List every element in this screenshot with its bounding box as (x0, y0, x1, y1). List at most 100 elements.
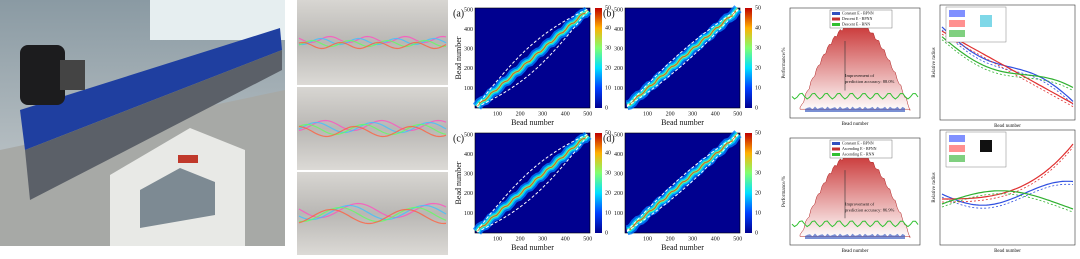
y-axis-label: Bead number (454, 36, 463, 79)
radius-curve (941, 36, 1074, 89)
x-tick-label: 400 (711, 236, 720, 242)
x-tick-label: 300 (688, 236, 697, 242)
inset-bar (949, 30, 965, 37)
bound-curve (626, 9, 739, 108)
x-axis-label: Bead number (994, 249, 1021, 254)
bound-curve (626, 8, 739, 107)
colorbar-tick-label: 30 (755, 45, 761, 51)
x-axis-label: Bead number (661, 243, 704, 252)
colorbar-tick-label: 10 (755, 85, 761, 91)
y-tick-label: 500 (614, 132, 623, 138)
blurred-photo (297, 172, 448, 255)
x-tick-label: 200 (516, 111, 525, 117)
legend-box (829, 139, 893, 159)
legend-label: Descent E - RNN (842, 21, 870, 26)
spindle (60, 60, 85, 90)
colorbar-tick-label: 30 (605, 45, 611, 51)
legend-swatch (832, 142, 840, 145)
x-axis-label: Bead number (511, 243, 554, 252)
heatmap-band (476, 135, 589, 232)
colorbar (595, 133, 602, 233)
window-band (150, 0, 285, 40)
y-tick-label: 100 (614, 86, 623, 92)
y-tick-label: 400 (464, 152, 473, 158)
y-tick-label: 400 (614, 152, 623, 158)
y-tick-label: 300 (614, 47, 623, 53)
y-tick-label: 500 (464, 7, 473, 13)
colorbar-tick-label: 10 (755, 210, 761, 216)
weld-trace (298, 125, 447, 138)
colorbar-tick-label: 30 (755, 170, 761, 176)
colorbar-tick-label: 40 (755, 150, 761, 156)
inset-shape (980, 15, 992, 27)
weld-trace (298, 204, 447, 221)
panel-label: (c) (453, 133, 464, 144)
x-tick-label: 500 (733, 236, 742, 242)
x-tick-label: 500 (733, 111, 742, 117)
rnn-line (791, 220, 919, 228)
legend-swatch (832, 23, 840, 26)
annotation: prediction accuracy: 86.9% (845, 207, 895, 212)
x-tick-label: 300 (538, 236, 547, 242)
colorbar-tick-label: 20 (755, 65, 761, 71)
y-tick-label: 200 (464, 66, 473, 72)
legend-swatch (832, 12, 840, 15)
x-tick-label: 400 (561, 111, 570, 117)
bound-curve (626, 133, 739, 232)
radius-curve (941, 180, 1074, 206)
panel-label: (a) (453, 8, 464, 19)
bound-curve (476, 10, 589, 108)
x-tick-label: 100 (643, 236, 652, 242)
colorbar-tick-label: 20 (755, 190, 761, 196)
baseline-area (805, 106, 905, 112)
colorbar-tick-label: 10 (605, 85, 611, 91)
colorbar-tick-label: 10 (605, 210, 611, 216)
colorbar-tick-label: 50 (605, 5, 611, 11)
y-tick-label: 300 (464, 172, 473, 178)
inset-bar (949, 145, 965, 152)
y-tick-label: 300 (614, 172, 623, 178)
motor (20, 45, 65, 105)
colorbar-tick-label: 50 (605, 130, 611, 136)
y-tick-label: 200 (464, 191, 473, 197)
colorbar-tick-label: 40 (605, 150, 611, 156)
x-tick-label: 100 (493, 111, 502, 117)
y-axis-label: Relative radius (932, 47, 937, 77)
legend-label: Constant E - BPNN (842, 10, 874, 15)
x-tick-label: 400 (561, 236, 570, 242)
y-axis-label: Bead number (454, 161, 463, 204)
legend-label: Ascending E - RNN (842, 151, 874, 156)
legend-swatch (832, 17, 840, 21)
x-tick-label: 200 (666, 236, 675, 242)
colorbar-tick-label: 50 (755, 130, 761, 136)
machine-bed (20, 28, 282, 150)
inset-bar (949, 155, 965, 162)
y-axis-label: Performance/% (782, 47, 787, 78)
colorbar-tick-label: 0 (755, 230, 758, 236)
machine-base (25, 50, 282, 200)
cabinet-buttons (178, 155, 198, 163)
legend-label: Constant E - BPNN (842, 140, 874, 145)
weld-trace (298, 41, 447, 50)
panel-label: (b) (603, 8, 615, 19)
legend-label: Ascending E - BPNN (842, 146, 877, 151)
radius-curve-dashed (941, 29, 1074, 105)
bound-curve (476, 8, 589, 106)
radius-curve (941, 30, 1074, 105)
heatmap-band (626, 133, 739, 231)
annotation: Improvement of (845, 201, 875, 206)
radius-curve-dashed (941, 33, 1074, 107)
colorbar-tick-label: 30 (605, 170, 611, 176)
weld-trace (298, 202, 447, 219)
radius-curve (942, 143, 1074, 200)
panel-label: (d) (603, 133, 615, 144)
y-tick-label: 200 (614, 191, 623, 197)
weld-trace (298, 35, 447, 44)
x-tick-label: 100 (643, 111, 652, 117)
colorbar-tick-label: 0 (755, 105, 758, 111)
y-tick-label: 100 (464, 86, 473, 92)
x-tick-label: 200 (666, 111, 675, 117)
x-tick-label: 200 (516, 236, 525, 242)
radius-curve (941, 190, 1074, 210)
